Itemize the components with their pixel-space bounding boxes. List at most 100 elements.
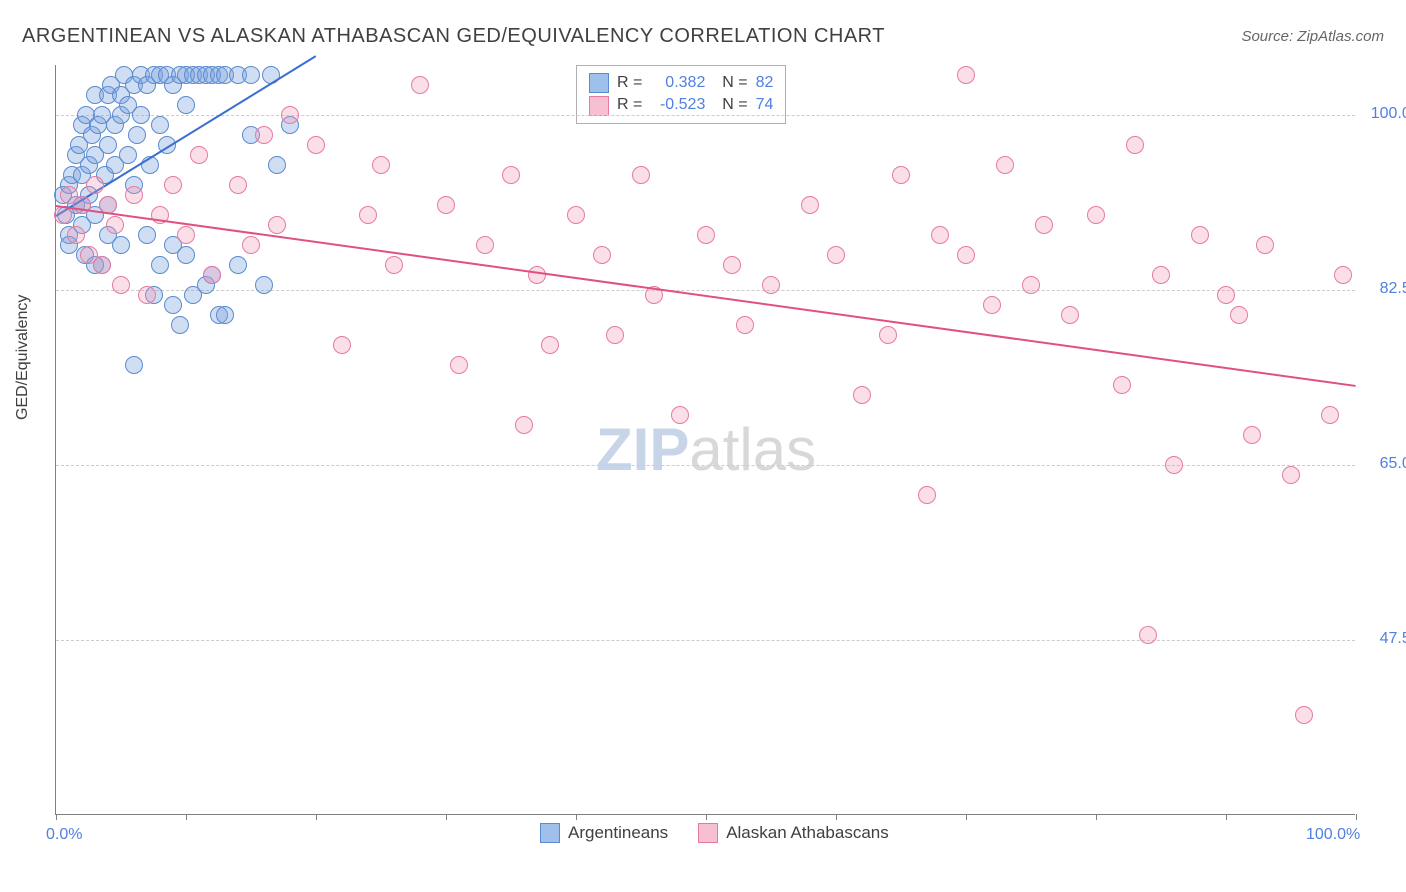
x-tick xyxy=(56,814,57,820)
legend-swatch xyxy=(589,96,609,116)
x-tick xyxy=(186,814,187,820)
scatter-point xyxy=(632,166,650,184)
scatter-point xyxy=(106,216,124,234)
scatter-point xyxy=(1139,626,1157,644)
scatter-point xyxy=(723,256,741,274)
scatter-point xyxy=(164,176,182,194)
scatter-point xyxy=(125,356,143,374)
x-tick xyxy=(706,814,707,820)
legend-item: Alaskan Athabascans xyxy=(698,823,889,843)
scatter-point xyxy=(1087,206,1105,224)
source-attribution: Source: ZipAtlas.com xyxy=(1241,28,1384,45)
gridline xyxy=(56,465,1355,466)
scatter-point xyxy=(1334,266,1352,284)
y-tick-label: 100.0% xyxy=(1365,105,1406,123)
gridline xyxy=(56,290,1355,291)
scatter-point xyxy=(1295,706,1313,724)
scatter-point xyxy=(385,256,403,274)
scatter-point xyxy=(242,236,260,254)
scatter-point xyxy=(892,166,910,184)
scatter-point xyxy=(411,76,429,94)
scatter-point xyxy=(515,416,533,434)
scatter-point xyxy=(606,326,624,344)
scatter-point xyxy=(567,206,585,224)
x-tick xyxy=(1356,814,1357,820)
scatter-point xyxy=(151,256,169,274)
scatter-point xyxy=(86,176,104,194)
scatter-point xyxy=(1321,406,1339,424)
scatter-point xyxy=(164,296,182,314)
x-tick xyxy=(966,814,967,820)
scatter-point xyxy=(1022,276,1040,294)
scatter-point xyxy=(1113,376,1131,394)
legend-r-value: -0.523 xyxy=(650,94,705,116)
legend-swatch xyxy=(540,823,560,843)
y-axis-label: GED/Equivalency xyxy=(14,295,32,420)
gridline xyxy=(56,640,1355,641)
scatter-point xyxy=(177,96,195,114)
scatter-point xyxy=(853,386,871,404)
watermark: ZIPatlas xyxy=(596,415,816,484)
scatter-point xyxy=(1061,306,1079,324)
x-tick xyxy=(446,814,447,820)
scatter-point xyxy=(437,196,455,214)
y-tick-label: 65.0% xyxy=(1365,455,1406,473)
scatter-point xyxy=(931,226,949,244)
scatter-point xyxy=(119,146,137,164)
scatter-point xyxy=(268,216,286,234)
scatter-point xyxy=(128,126,146,144)
scatter-point xyxy=(801,196,819,214)
legend-n-label: N = xyxy=(713,94,747,116)
legend-n-value: 82 xyxy=(756,72,774,94)
chart-title: ARGENTINEAN VS ALASKAN ATHABASCAN GED/EQ… xyxy=(22,25,885,48)
scatter-point xyxy=(255,126,273,144)
scatter-point xyxy=(502,166,520,184)
scatter-point xyxy=(476,236,494,254)
legend-r-value: 0.382 xyxy=(650,72,705,94)
scatter-point xyxy=(255,276,273,294)
scatter-point xyxy=(918,486,936,504)
scatter-point xyxy=(528,266,546,284)
legend-stat-row: R =-0.523 N =74 xyxy=(589,94,773,116)
scatter-point xyxy=(762,276,780,294)
chart-plot-area: ZIPatlas R =0.382 N =82R =-0.523 N =74 4… xyxy=(55,65,1355,815)
scatter-point xyxy=(1035,216,1053,234)
scatter-point xyxy=(1165,456,1183,474)
scatter-point xyxy=(177,226,195,244)
scatter-point xyxy=(1243,426,1261,444)
scatter-point xyxy=(593,246,611,264)
legend-r-label: R = xyxy=(617,72,642,94)
scatter-point xyxy=(307,136,325,154)
scatter-point xyxy=(541,336,559,354)
scatter-point xyxy=(132,106,150,124)
scatter-point xyxy=(125,186,143,204)
scatter-point xyxy=(138,226,156,244)
scatter-point xyxy=(1217,286,1235,304)
scatter-point xyxy=(99,136,117,154)
scatter-point xyxy=(1152,266,1170,284)
x-tick xyxy=(836,814,837,820)
scatter-point xyxy=(359,206,377,224)
series-legend: Argentineans Alaskan Athabascans xyxy=(540,823,889,843)
scatter-point xyxy=(983,296,1001,314)
scatter-point xyxy=(879,326,897,344)
scatter-point xyxy=(203,266,221,284)
scatter-point xyxy=(372,156,390,174)
legend-n-label: N = xyxy=(713,72,747,94)
x-tick-label: 0.0% xyxy=(46,826,82,844)
scatter-point xyxy=(333,336,351,354)
scatter-point xyxy=(1191,226,1209,244)
y-tick-label: 47.5% xyxy=(1365,630,1406,648)
scatter-point xyxy=(268,156,286,174)
scatter-point xyxy=(1256,236,1274,254)
scatter-point xyxy=(671,406,689,424)
legend-label: Argentineans xyxy=(568,823,668,843)
scatter-point xyxy=(67,226,85,244)
scatter-point xyxy=(216,306,234,324)
scatter-point xyxy=(93,256,111,274)
scatter-point xyxy=(281,106,299,124)
scatter-point xyxy=(1126,136,1144,154)
scatter-point xyxy=(242,66,260,84)
scatter-point xyxy=(1282,466,1300,484)
scatter-point xyxy=(450,356,468,374)
